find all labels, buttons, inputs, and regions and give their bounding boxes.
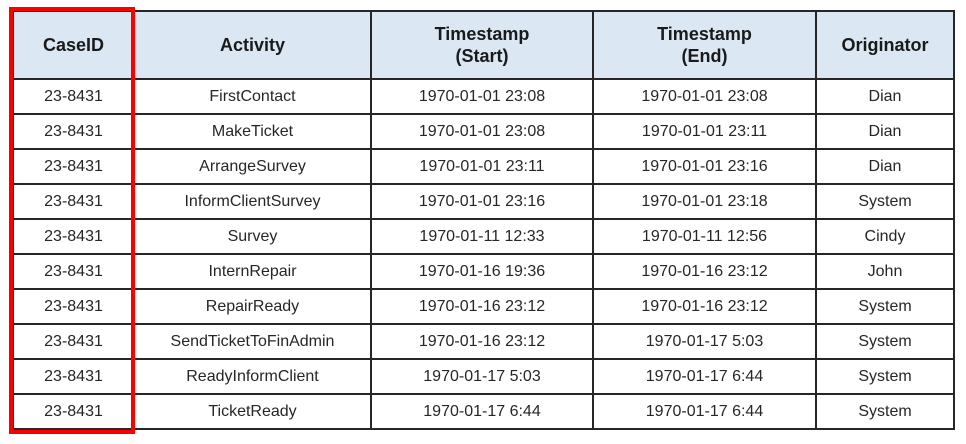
table-cell-tsstart: 1970-01-11 12:33 xyxy=(370,218,594,255)
table-cell-tsstart: 1970-01-16 19:36 xyxy=(370,253,594,290)
header-row: CaseID Activity Timestamp (Start) Timest… xyxy=(12,10,955,80)
table-cell-caseid: 23-8431 xyxy=(12,393,135,430)
table-cell-activity: ReadyInformClient xyxy=(133,358,372,395)
table-cell-originator: Dian xyxy=(815,113,955,150)
table-cell-caseid: 23-8431 xyxy=(12,253,135,290)
table-cell-tsend: 1970-01-17 5:03 xyxy=(592,323,817,360)
table-cell-activity: InformClientSurvey xyxy=(133,183,372,220)
table-row: 23-8431 MakeTicket 1970-01-01 23:08 1970-01… xyxy=(12,113,955,150)
table-cell-originator: System xyxy=(815,288,955,325)
table-cell-caseid: 23-8431 xyxy=(12,288,135,325)
table-cell-caseid: 23-8431 xyxy=(12,148,135,185)
table-cell-originator: System xyxy=(815,393,955,430)
table-cell-caseid: 23-8431 xyxy=(12,323,135,360)
table-cell-caseid: 23-8431 xyxy=(12,113,135,150)
table-cell-caseid: 23-8431 xyxy=(12,183,135,220)
table-row: 23-8431 ArrangeSurvey 1970-01-01 23:11 1970… xyxy=(12,148,955,185)
table-cell-caseid: 23-8431 xyxy=(12,358,135,395)
table-cell-tsstart: 1970-01-16 23:12 xyxy=(370,288,594,325)
table-cell-originator: Dian xyxy=(815,148,955,185)
table-cell-tsstart: 1970-01-01 23:08 xyxy=(370,113,594,150)
table-cell-tsstart: 1970-01-17 6:44 xyxy=(370,393,594,430)
table-cell-tsend: 1970-01-17 6:44 xyxy=(592,393,817,430)
table-cell-originator: System xyxy=(815,323,955,360)
table-cell-originator: Dian xyxy=(815,78,955,115)
table-cell-tsend: 1970-01-01 23:08 xyxy=(592,78,817,115)
table-cell-tsstart: 1970-01-01 23:11 xyxy=(370,148,594,185)
table-cell-activity: Survey xyxy=(133,218,372,255)
table-row: 23-8431 InformClientSurvey 1970-01-01 23:1… xyxy=(12,183,955,220)
table-cell-activity: InternRepair xyxy=(133,253,372,290)
table-cell-caseid: 23-8431 xyxy=(12,218,135,255)
table-row: 23-8431 FirstContact 1970-01-01 23:08 1970-… xyxy=(12,78,955,115)
table-cell-tsstart: 1970-01-01 23:16 xyxy=(370,183,594,220)
table-row: 23-8431 RepairReady 1970-01-16 23:12 1970-0… xyxy=(12,288,955,325)
table-cell-originator: System xyxy=(815,183,955,220)
table-cell-tsend: 1970-01-01 23:18 xyxy=(592,183,817,220)
table-cell-originator: Cindy xyxy=(815,218,955,255)
table-cell-tsend: 1970-01-11 12:56 xyxy=(592,218,817,255)
table-cell-originator: System xyxy=(815,358,955,395)
table-cell-tsend: 1970-01-16 23:12 xyxy=(592,253,817,290)
table-cell-activity: FirstContact xyxy=(133,78,372,115)
table-cell-tsstart: 1970-01-17 5:03 xyxy=(370,358,594,395)
table-row: 23-8431 Survey 1970-01-11 12:33 1970-01-11 … xyxy=(12,218,955,255)
table-row: 23-8431 SendTicketToFinAdmin 1970-01-16 23… xyxy=(12,323,955,360)
table-header: CaseID Activity Timestamp (Start) Timest… xyxy=(12,10,955,80)
table-body: 23-8431 FirstContact 1970-01-01 23:08 1970-… xyxy=(12,78,955,430)
table-cell-originator: John xyxy=(815,253,955,290)
header-cell-caseid: CaseID xyxy=(12,10,135,80)
table-row: 23-8431 TicketReady 1970-01-17 6:44 1970-01… xyxy=(12,393,955,430)
table-cell-tsend: 1970-01-01 23:16 xyxy=(592,148,817,185)
table-row: 23-8431 ReadyInformClient 1970-01-17 5:03 1… xyxy=(12,358,955,395)
header-cell-timestamp-start: Timestamp (Start) xyxy=(370,10,594,80)
table-cell-tsend: 1970-01-17 6:44 xyxy=(592,358,817,395)
table-cell-activity: MakeTicket xyxy=(133,113,372,150)
table-cell-activity: RepairReady xyxy=(133,288,372,325)
table-cell-tsstart: 1970-01-01 23:08 xyxy=(370,78,594,115)
table-cell-caseid: 23-8431 xyxy=(12,78,135,115)
table-cell-tsstart: 1970-01-16 23:12 xyxy=(370,323,594,360)
table-cell-activity: TicketReady xyxy=(133,393,372,430)
table-cell-tsend: 1970-01-01 23:11 xyxy=(592,113,817,150)
event-log-table: CaseID Activity Timestamp (Start) Timest… xyxy=(12,10,955,430)
header-cell-activity: Activity xyxy=(133,10,372,80)
table-cell-activity: ArrangeSurvey xyxy=(133,148,372,185)
header-cell-originator: Originator xyxy=(815,10,955,80)
table-row: 23-8431 InternRepair 1970-01-16 19:36 1970-… xyxy=(12,253,955,290)
table-cell-activity: SendTicketToFinAdmin xyxy=(133,323,372,360)
header-cell-timestamp-end: Timestamp (End) xyxy=(592,10,817,80)
table-cell-tsend: 1970-01-16 23:12 xyxy=(592,288,817,325)
event-log-table-container: CaseID Activity Timestamp (Start) Timest… xyxy=(12,10,955,430)
